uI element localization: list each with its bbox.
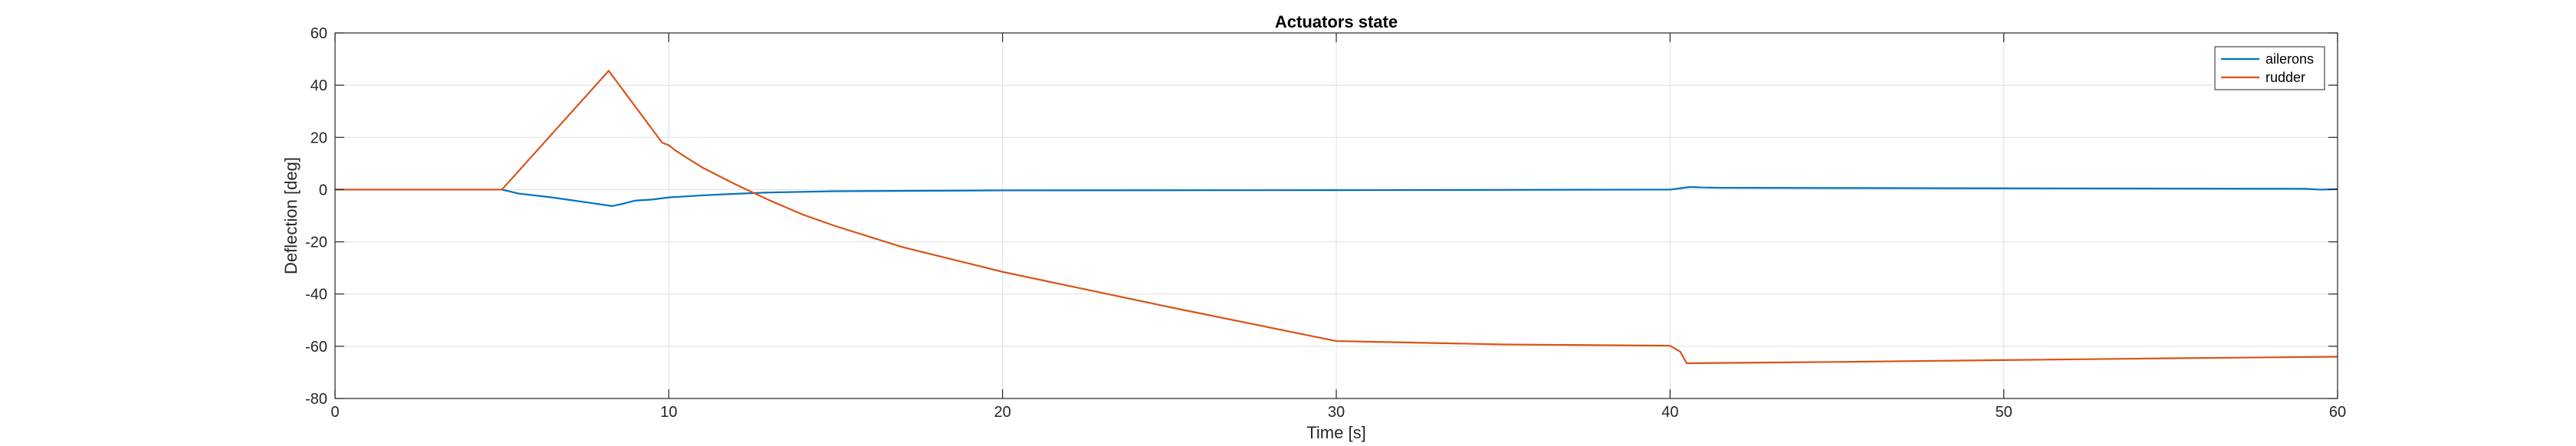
legend-label-ailerons: ailerons: [2266, 51, 2314, 67]
series-line-ailerons: [335, 185, 2338, 207]
y-tick-label: -20: [305, 234, 327, 251]
y-tick-label: 40: [310, 77, 327, 94]
x-tick-label: 40: [1661, 404, 1678, 421]
x-tick-label: 30: [1328, 404, 1345, 421]
y-tick-label: -60: [305, 339, 327, 356]
x-tick-label: 60: [2329, 404, 2346, 421]
x-tick-label: 0: [330, 404, 339, 421]
legend-box: [2214, 46, 2325, 90]
y-tick-label: 60: [310, 25, 327, 42]
chart-title: Actuators state: [1275, 12, 1398, 31]
x-axis-label: Time [s]: [1306, 423, 1365, 442]
ticks: 0 10 20 30 40 50 60 -80 -60 -40 -20 0 20 40 60: [305, 25, 2346, 421]
series-layer: [335, 70, 2338, 365]
y-tick-label: 20: [310, 130, 327, 146]
grid: [335, 33, 2338, 398]
x-tick-label: 20: [994, 404, 1011, 421]
x-tick-label: 10: [660, 404, 677, 421]
legend-label-rudder: rudder: [2266, 70, 2305, 85]
legend: ailerons rudder: [2214, 46, 2325, 90]
y-axis-label: Deflection [deg]: [281, 157, 301, 274]
y-tick-label: 0: [319, 182, 327, 198]
y-tick-label: -80: [305, 391, 327, 408]
series-line-rudder: [335, 70, 2338, 365]
x-tick-label: 50: [1996, 404, 2013, 421]
y-tick-label: -40: [305, 287, 327, 303]
